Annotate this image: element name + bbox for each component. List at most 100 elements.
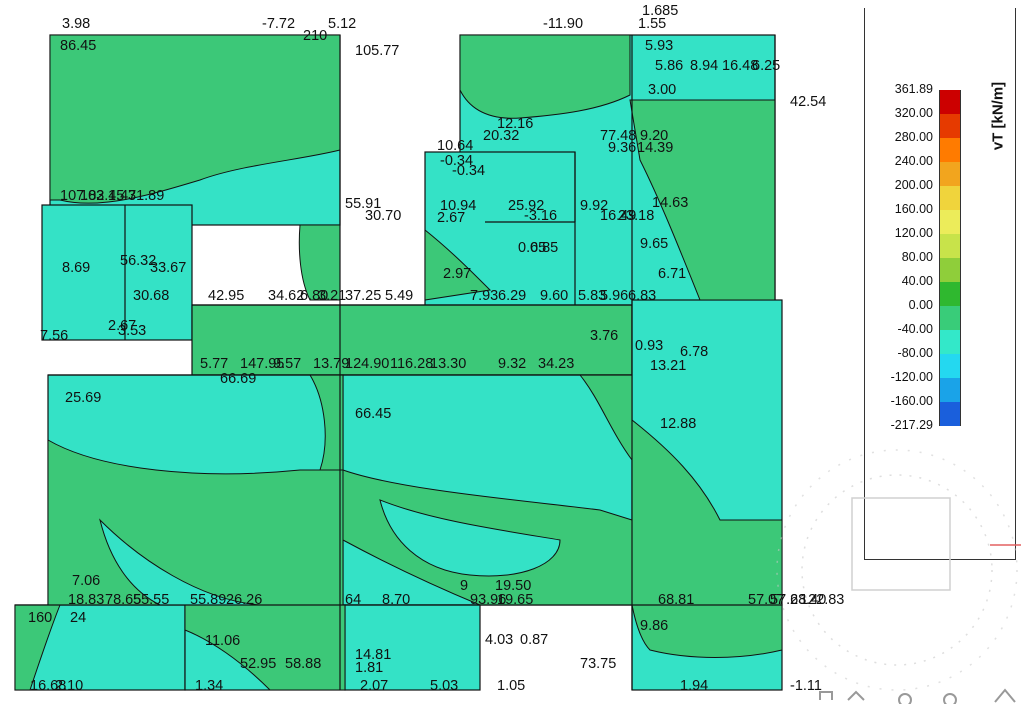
contour-value-label: 26.26 [226, 592, 262, 608]
contour-value-label: 1.47 [108, 188, 136, 204]
legend-tick-label: 361.89 [894, 82, 933, 96]
contour-value-label: 0.85 [530, 240, 558, 256]
legend-tick-label: -160.00 [890, 394, 933, 408]
contour-value-label: 52.95 [240, 656, 276, 672]
contour-value-label: 73.75 [580, 656, 616, 672]
contour-value-label: 66.69 [220, 371, 256, 387]
contour-value-label: 58.88 [285, 656, 321, 672]
cube-icon[interactable] [847, 690, 865, 701]
contour-value-label: 9.65 [640, 236, 668, 252]
legend-color-band [939, 186, 961, 210]
contour-value-label: 31.89 [128, 188, 164, 204]
contour-value-label: 3.98 [62, 16, 90, 32]
contour-value-label: 3.76 [590, 328, 618, 344]
contour-value-label: 42.95 [208, 288, 244, 304]
contour-value-label: 5.96 [600, 288, 628, 304]
contour-value-label: 3.00 [648, 82, 676, 98]
contour-value-label: 9.60 [540, 288, 568, 304]
contour-value-label: 2.10 [55, 678, 83, 694]
contour-value-label: 37.25 [345, 288, 381, 304]
legend-tick-label: 40.00 [901, 274, 933, 288]
pan-icon[interactable] [994, 688, 1016, 703]
contour-value-label: 1.05 [497, 678, 525, 694]
color-legend: vT [kN/m] 361.89 320.00 280.00 240.00 200.00… [864, 8, 1016, 560]
contour-value-label: 86.45 [60, 38, 96, 54]
contour-value-label: 34.23 [538, 356, 574, 372]
structure-lines [15, 35, 782, 690]
legend-color-band [939, 234, 961, 258]
contour-value-label: 116.28 [390, 356, 433, 372]
contour-value-label: 210 [303, 28, 327, 44]
contour-value-label: 6.29 [498, 288, 526, 304]
contour-value-label: 13.21 [650, 358, 686, 374]
contour-value-label: 77.48 [600, 128, 636, 144]
contour-value-label: 3.53 [118, 323, 146, 339]
contour-value-label: 5.86 [655, 58, 683, 74]
legend-tick-label: -80.00 [897, 346, 933, 360]
contour-value-label: 68.81 [658, 592, 694, 608]
legend-color-band [939, 402, 961, 426]
view-icon[interactable] [943, 693, 957, 704]
contour-value-label: 5.12 [328, 16, 356, 32]
contour-value-label: 16.48 [722, 58, 758, 74]
contour-value-label: 7.06 [72, 573, 100, 589]
contour-value-label: 7.93 [470, 288, 498, 304]
legend-tick-label: 240.00 [894, 154, 933, 168]
contour-value-label: 55.55 [133, 592, 169, 608]
legend-unit-label: vT [kN/m] [989, 81, 1007, 151]
contour-value-label: 55.91 [345, 196, 381, 212]
contour-value-label: 5.93 [645, 38, 673, 54]
contour-value-label: 18.83 [68, 592, 104, 608]
legend-tick-label: 320.00 [894, 106, 933, 120]
contour-value-label: -0.34 [452, 163, 485, 179]
contour-value-label: 14.39 [637, 140, 673, 156]
contour-value-label: 30.68 [133, 288, 169, 304]
eye-icon[interactable] [898, 693, 912, 704]
legend-tick-label: 120.00 [894, 226, 933, 240]
view-toolbar [819, 688, 1016, 704]
contour-value-label: 57.07 [748, 592, 784, 608]
contour-value-label: 19.50 [495, 578, 531, 594]
contour-value-label: 6.25 [752, 58, 780, 74]
contour-value-label: 56.32 [120, 253, 156, 269]
contour-value-label: 5.83 [578, 288, 606, 304]
contour-value-label: 2.67 [108, 318, 136, 334]
contour-value-label: 9 [460, 578, 468, 594]
contour-value-label: 0.65 [518, 240, 546, 256]
contour-value-label: 93.96 [470, 592, 506, 608]
contour-value-label: 9.92 [580, 198, 608, 214]
slab-left-notch [41, 204, 193, 341]
orbit-icon[interactable] [819, 691, 833, 700]
legend-tick-label: 160.00 [894, 202, 933, 216]
contour-value-label: 124.90 [345, 356, 389, 372]
slab-center-strip [191, 304, 633, 376]
contour-value-label: 107.82 [60, 188, 104, 204]
contour-value-label: 16.68 [30, 678, 66, 694]
contour-value-label: 42.54 [790, 94, 826, 110]
contour-value-label: 16.49 [600, 208, 636, 224]
legend-color-band [939, 330, 961, 354]
legend-color-band [939, 378, 961, 402]
contour-value-label: 6.80 [300, 288, 328, 304]
contour-value-label: 8.94 [690, 58, 718, 74]
contour-value-label: 19.65 [497, 592, 533, 608]
legend-tick-label: 0.00 [908, 298, 933, 312]
legend-color-band [939, 306, 961, 330]
contour-value-label: 5.03 [430, 678, 458, 694]
contour-value-label: 66.45 [355, 406, 391, 422]
contour-value-label: 160 [28, 610, 52, 626]
contour-value-label: 78.65 [105, 592, 141, 608]
contour-value-label: 13.30 [430, 356, 466, 372]
contour-value-label: 13.79 [313, 356, 349, 372]
contour-value-label: 105.77 [355, 43, 399, 59]
contour-value-label: 1.94 [680, 678, 708, 694]
legend-tick-label: 80.00 [901, 250, 933, 264]
contour-value-label: 1.685 [642, 3, 678, 19]
contour-value-label: 33.67 [150, 260, 186, 276]
legend-color-band [939, 162, 961, 186]
contour-value-label: 103.45 [80, 188, 124, 204]
contour-value-label: 122.83 [800, 592, 844, 608]
contour-value-label: 1.34 [195, 678, 223, 694]
contour-value-label: -7.72 [262, 16, 295, 32]
contour-value-label: 5.77 [200, 356, 228, 372]
